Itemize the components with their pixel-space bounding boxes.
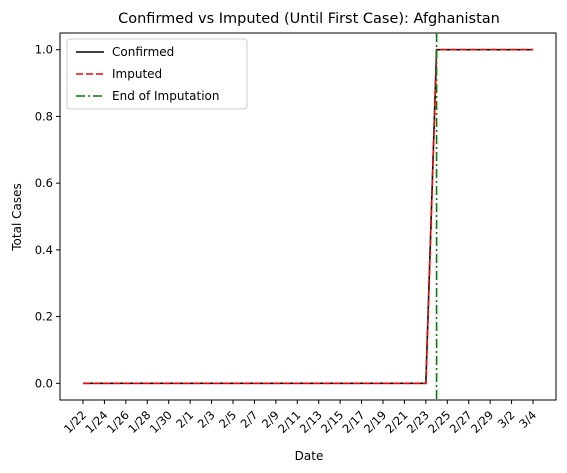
x-tick-label: 2/21 <box>382 408 410 436</box>
x-tick-label: 2/13 <box>297 408 325 436</box>
y-tick-label: 1.0 <box>35 43 53 57</box>
x-tick-label: 1/30 <box>147 408 175 436</box>
chart-title: Confirmed vs Imputed (Until First Case):… <box>118 11 500 27</box>
y-tick-label: 0.6 <box>35 176 53 190</box>
legend: Confirmed Imputed End of Imputation <box>66 38 248 110</box>
x-tick-label: 2/11 <box>275 408 303 436</box>
x-tick-label: 3/4 <box>516 408 539 431</box>
x-tick-label: 1/22 <box>61 408 89 436</box>
y-axis-label: Total Cases <box>10 183 24 251</box>
x-tick-label: 2/7 <box>238 408 261 431</box>
x-tick-label: 1/24 <box>82 408 110 436</box>
legend-label-0: Confirmed <box>112 45 174 59</box>
series-line-imputed <box>83 48 533 385</box>
legend-label-2: End of Imputation <box>112 89 220 103</box>
legend-box <box>66 38 248 110</box>
x-tick-label: 2/29 <box>468 408 496 436</box>
x-axis-label: Date <box>295 449 324 463</box>
legend-label-1: Imputed <box>112 67 162 81</box>
x-tick-label: 2/25 <box>425 408 453 436</box>
y-tick-label: 0.0 <box>35 376 53 390</box>
x-tick-label: 2/23 <box>404 408 432 436</box>
x-tick-label: 2/1 <box>173 408 196 431</box>
x-tick-label: 2/3 <box>195 408 218 431</box>
x-tick-label: 2/15 <box>318 408 346 436</box>
x-tick-label: 2/19 <box>361 408 389 436</box>
x-tick-label: 3/2 <box>495 408 518 431</box>
x-tick-label: 2/5 <box>216 408 239 431</box>
y-tick-label: 0.4 <box>35 243 53 257</box>
y-tick-label: 0.8 <box>35 109 53 123</box>
y-tick-label: 0.2 <box>35 310 53 324</box>
x-tick-label: 2/27 <box>447 408 475 436</box>
x-tick-label: 2/17 <box>340 408 368 436</box>
axes-frame <box>59 32 557 401</box>
x-tick-label: 1/28 <box>125 408 153 436</box>
x-tick-label: 1/26 <box>104 408 132 436</box>
